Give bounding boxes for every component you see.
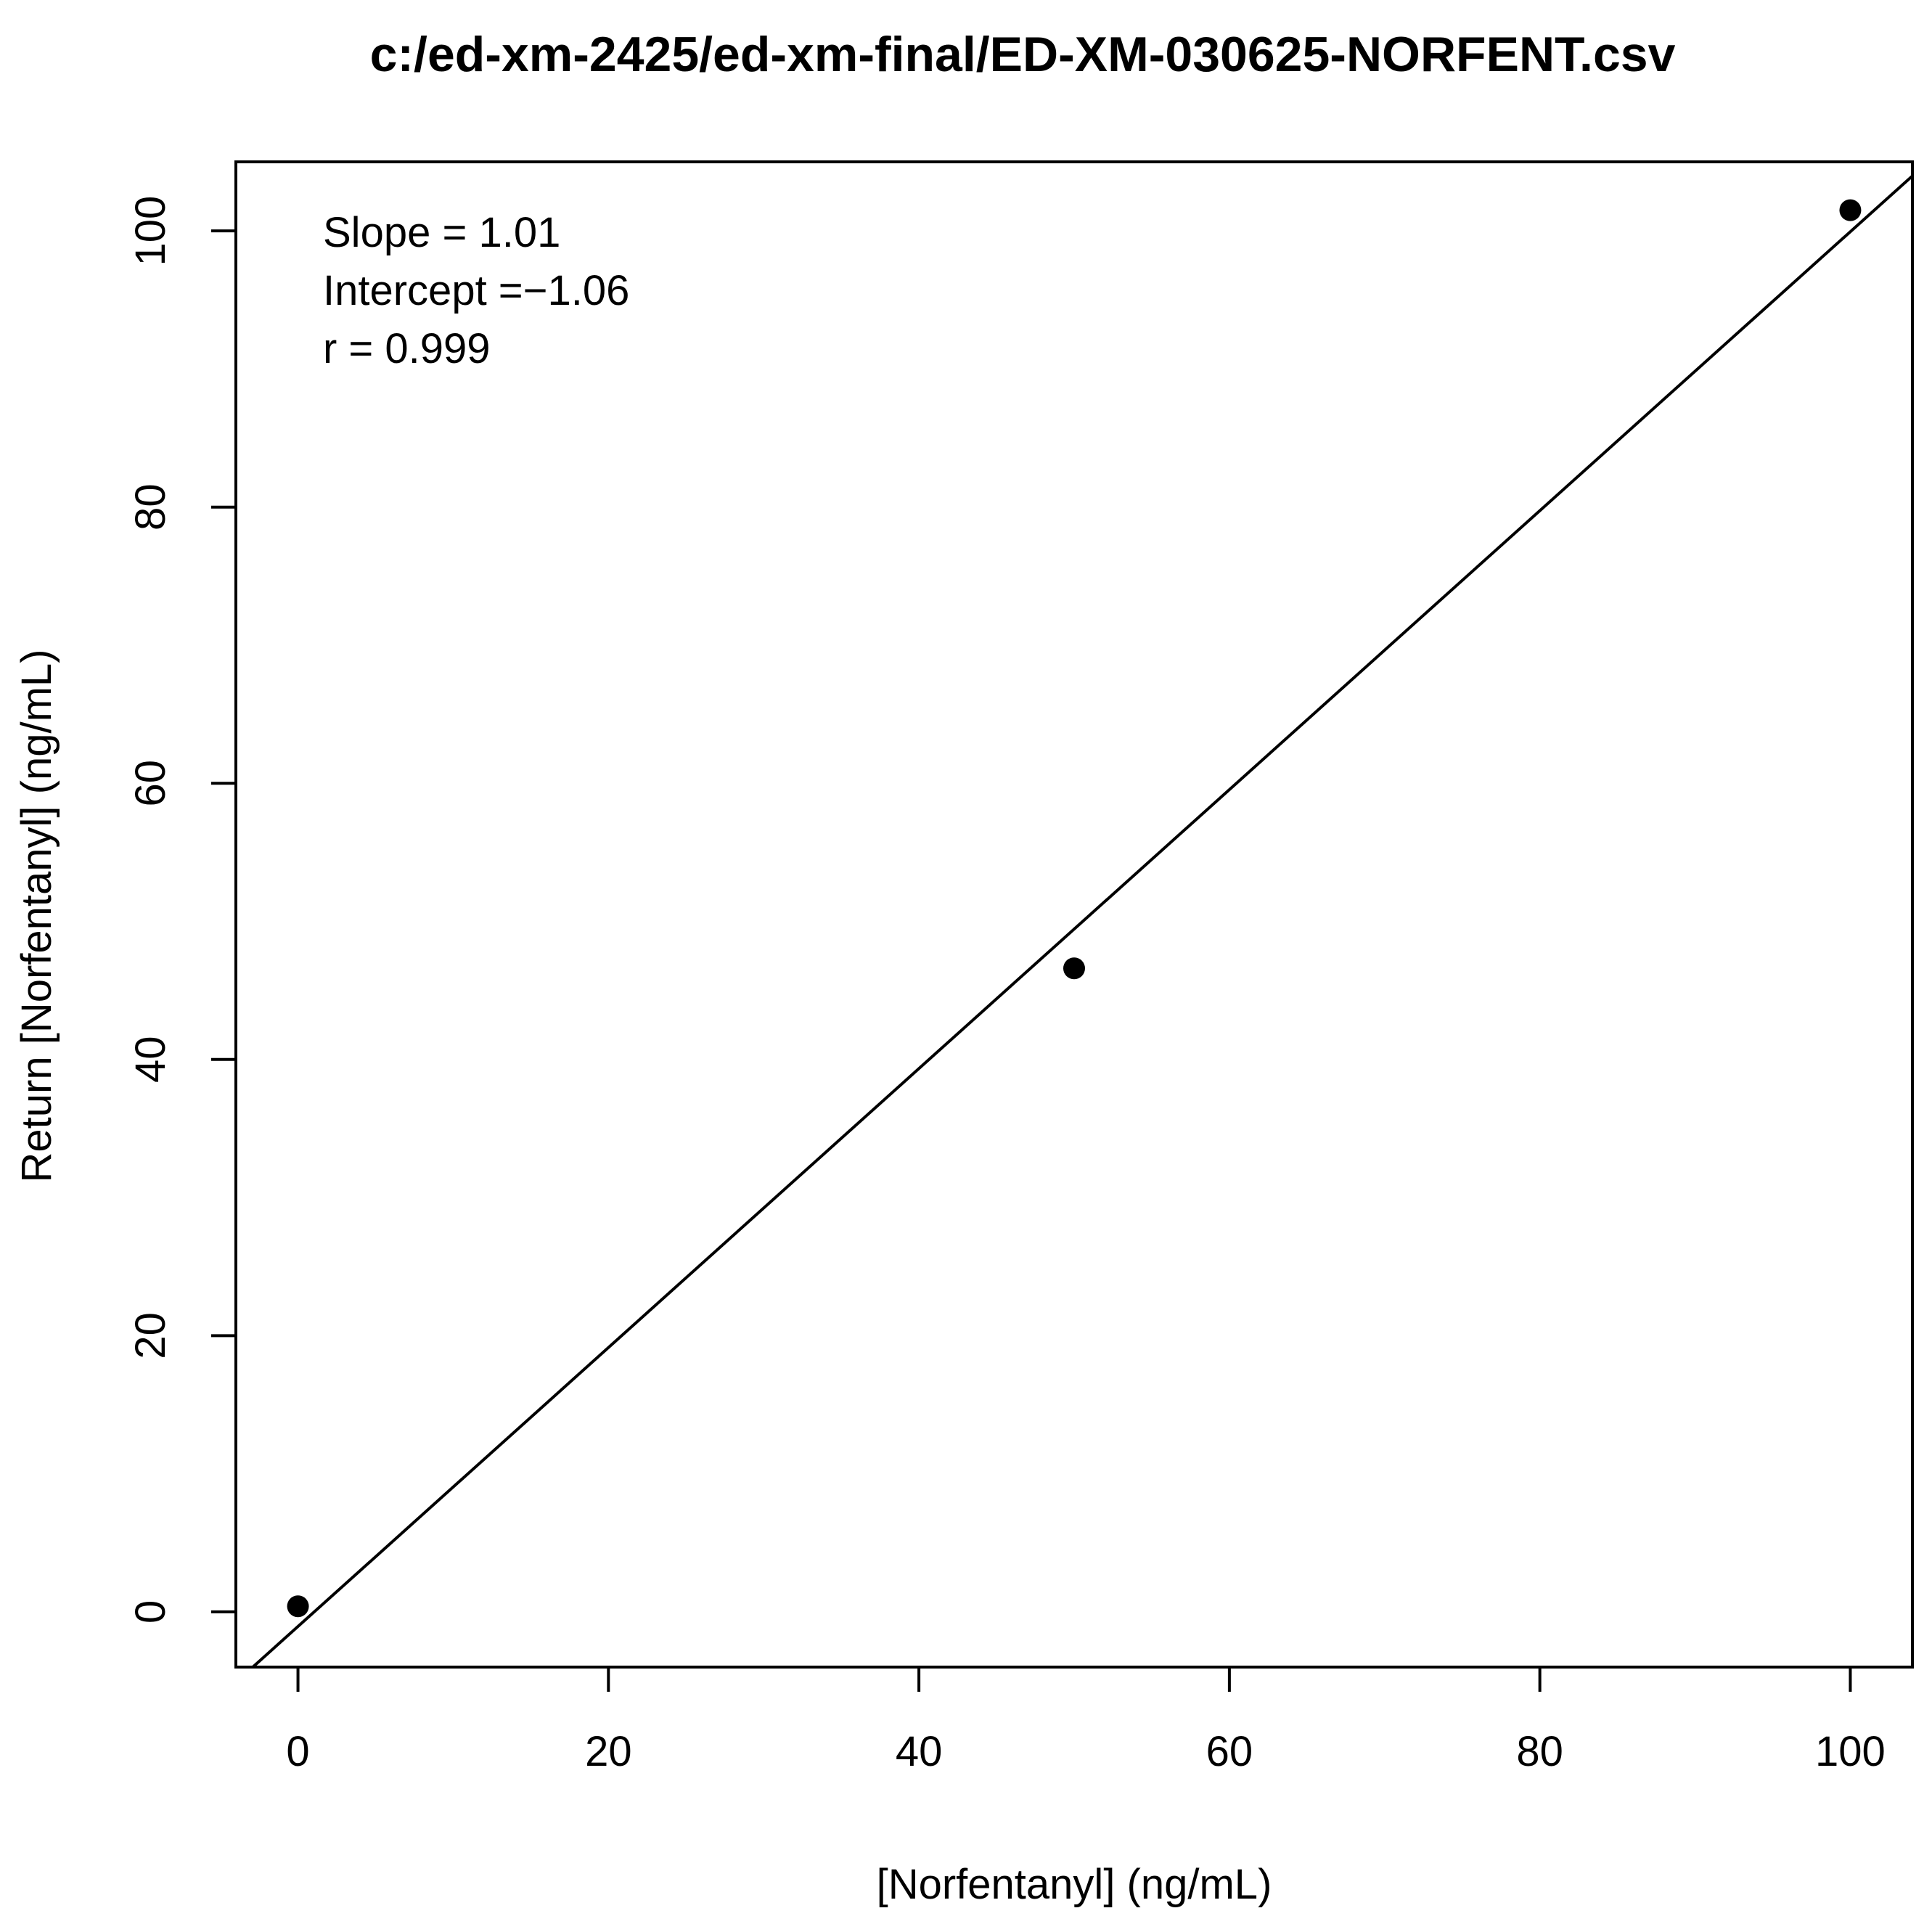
plot-frame: [234, 160, 1914, 1669]
regression-line: [250, 173, 1912, 1667]
y-tick-label: 40: [127, 1036, 174, 1084]
intercept-annotation: Intercept =−1.06: [323, 267, 629, 314]
y-tick-label: 80: [127, 483, 174, 531]
x-tick-label: 60: [1206, 1728, 1253, 1775]
chart-title: c:/ed-xm-2425/ed-xm-final/ED-XM-030625-N…: [370, 27, 1676, 82]
x-tick-label: 0: [286, 1728, 309, 1775]
plot-area: 0 20 40 60 80 100 0 20 40 60 80 100: [127, 160, 1914, 1775]
x-tick-label: 20: [585, 1728, 632, 1775]
fit-statistics: Slope = 1.01 Intercept =−1.06 r = 0.999: [323, 209, 629, 372]
r-annotation: r = 0.999: [323, 325, 491, 372]
y-tick-label: 60: [127, 760, 174, 807]
data-point: [1839, 199, 1862, 221]
x-tick-label: 40: [896, 1728, 943, 1775]
x-tick-label: 100: [1815, 1728, 1886, 1775]
y-tick-label: 0: [127, 1600, 174, 1624]
data-point: [287, 1595, 309, 1618]
y-axis-label: Return [Norfentanyl] (ng/mL): [13, 650, 60, 1183]
y-tick-label: 100: [127, 196, 174, 266]
y-tick-label: 20: [127, 1312, 174, 1359]
x-tick-label: 80: [1516, 1728, 1563, 1775]
data-point: [1063, 957, 1085, 980]
x-axis-label: [Norfentanyl] (ng/mL): [877, 1861, 1272, 1908]
slope-annotation: Slope = 1.01: [323, 209, 560, 256]
